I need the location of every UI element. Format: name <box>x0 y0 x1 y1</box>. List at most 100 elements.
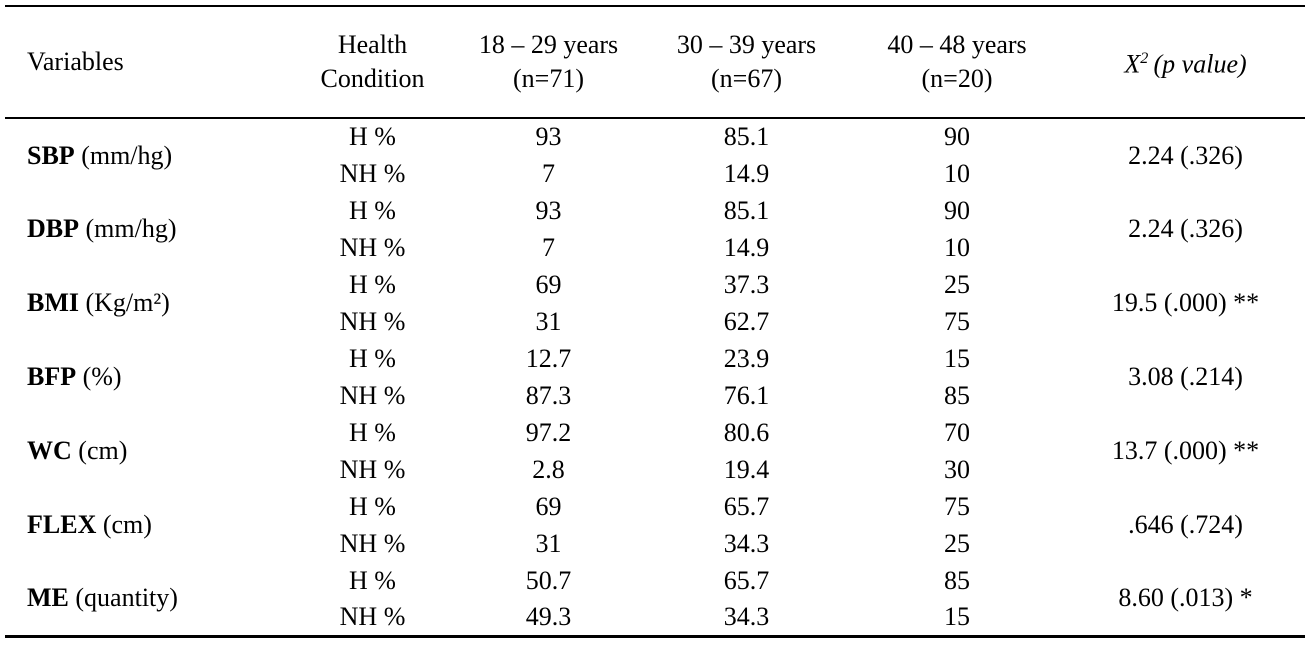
condition-label-h: H % <box>349 122 396 151</box>
h-percent-value: 23.9 <box>723 343 770 373</box>
variable-abbr: BFP <box>27 362 77 391</box>
table-row-healthy: BMI (Kg/m²) H % 69 37.3 25 19.5 (.000) ** <box>5 266 1305 316</box>
nh-percent-value: 49.3 <box>525 601 572 631</box>
table-row-not-healthy: NH % 7 14.9 10 <box>5 155 1305 192</box>
table-row-healthy: WC (cm) H % 97.2 80.6 70 13.7 (.000) ** <box>5 414 1305 464</box>
h-percent-value: 90 <box>944 122 970 151</box>
h-percent-value: 85.1 <box>723 195 770 225</box>
condition-label-nh: NH % <box>339 454 406 484</box>
nh-percent-value: 31 <box>535 528 562 558</box>
h-percent-value: 93 <box>535 195 562 225</box>
nh-percent-value: 75 <box>944 306 970 336</box>
h-percent-value: 85 <box>944 565 970 595</box>
h-percent-value: 65.7 <box>723 491 770 521</box>
h-percent-value: 50.7 <box>525 565 572 595</box>
chi-square-value: 8.60 (.013) * <box>1118 583 1253 613</box>
statistics-table: Variables Health Condition 18 – 29 years… <box>5 5 1305 638</box>
age-n-label: (n=71) <box>513 64 584 93</box>
chi-square-value: 2.24 (.326) <box>1128 214 1243 243</box>
nh-percent-value: 7 <box>542 158 555 188</box>
nh-percent-value: 34.3 <box>723 601 770 631</box>
table-header: Variables Health Condition 18 – 29 years… <box>5 6 1305 119</box>
age-n-label: (n=20) <box>921 64 993 93</box>
variable-unit: (%) <box>76 362 122 391</box>
header-health-line2: Condition <box>320 64 425 93</box>
variable-abbr: DBP <box>27 214 79 243</box>
table-row-not-healthy: NH % 49.3 34.3 15 <box>5 599 1305 636</box>
nh-percent-value: 15 <box>944 601 970 631</box>
nh-percent-value: 62.7 <box>723 306 770 336</box>
condition-label-h: H % <box>349 417 396 447</box>
nh-percent-value: 76.1 <box>723 380 770 410</box>
condition-label-nh: NH % <box>339 158 406 188</box>
table-row-not-healthy: NH % 87.3 76.1 85 <box>5 377 1305 414</box>
h-percent-value: 70 <box>944 417 970 447</box>
variable-unit: (Kg/m²) <box>79 288 170 317</box>
variable-abbr: ME <box>27 583 69 613</box>
nh-percent-value: 31 <box>535 306 562 336</box>
nh-percent-value: 30 <box>944 454 970 484</box>
nh-percent-value: 10 <box>944 232 970 262</box>
variable-cell: DBP (mm/hg) <box>5 192 293 266</box>
variable-abbr: SBP <box>27 140 75 170</box>
condition-label-nh: NH % <box>339 528 406 558</box>
h-percent-value: 85.1 <box>723 122 770 151</box>
variable-abbr: WC <box>27 436 72 465</box>
paper-table-figure: Variables Health Condition 18 – 29 years… <box>0 5 1310 638</box>
variable-unit: (mm/hg) <box>74 140 173 170</box>
condition-label-nh: NH % <box>339 601 406 631</box>
chi-square-value: 3.08 (.214) <box>1128 362 1243 391</box>
header-age-group-30-39: 30 – 39 years (n=67) <box>645 6 848 119</box>
condition-label-nh: NH % <box>339 306 406 336</box>
variable-cell: BFP (%) <box>5 340 293 414</box>
nh-percent-value: 2.8 <box>532 454 565 484</box>
nh-percent-value: 85 <box>944 380 970 410</box>
table-row-healthy: DBP (mm/hg) H % 93 85.1 90 2.24 (.326) <box>5 192 1305 242</box>
chi-superscript: 2 <box>1140 50 1149 68</box>
variable-cell: ME (quantity) <box>5 562 293 636</box>
table-row-healthy: ME (quantity) H % 50.7 65.7 85 8.60 (.013) * <box>5 562 1305 611</box>
h-percent-value: 12.7 <box>525 343 572 373</box>
variable-abbr: BMI <box>27 288 79 317</box>
age-range-label: 40 – 48 years <box>887 30 1027 59</box>
table-row-healthy: BFP (%) H % 12.7 23.9 15 3.08 (.214) <box>5 340 1305 390</box>
h-percent-value: 37.3 <box>723 269 770 299</box>
condition-label-nh: NH % <box>339 380 406 410</box>
nh-percent-value: 10 <box>944 158 970 188</box>
h-percent-value: 69 <box>535 491 562 521</box>
condition-label-nh: NH % <box>339 232 406 262</box>
table-row-healthy: FLEX (cm) H % 69 65.7 75 .646 (.724) <box>5 488 1305 538</box>
variable-cell: BMI (Kg/m²) <box>5 266 293 340</box>
h-percent-value: 15 <box>944 343 970 373</box>
variable-abbr: FLEX <box>27 510 97 539</box>
table-row-not-healthy: NH % 31 62.7 75 <box>5 303 1305 340</box>
h-percent-value: 65.7 <box>723 565 770 595</box>
nh-percent-value: 14.9 <box>723 158 770 188</box>
table-row-not-healthy: NH % 31 34.3 25 <box>5 525 1305 562</box>
condition-label-h: H % <box>349 195 396 225</box>
condition-label-h: H % <box>349 343 396 373</box>
chi-square-value: 13.7 (.000) ** <box>1111 436 1260 465</box>
chi-square-value: .646 (.724) <box>1128 510 1243 539</box>
header-variables-label: Variables <box>27 47 124 76</box>
nh-percent-value: 19.4 <box>723 454 770 484</box>
condition-label-h: H % <box>349 491 396 521</box>
h-percent-value: 93 <box>535 122 562 151</box>
age-range-label: 30 – 39 years <box>676 30 817 59</box>
h-percent-value: 75 <box>944 491 970 521</box>
variable-unit: (mm/hg) <box>79 214 177 243</box>
h-percent-value: 69 <box>535 269 562 299</box>
table-row-not-healthy: NH % 7 14.9 10 <box>5 229 1305 266</box>
table-row-healthy: SBP (mm/hg) H % 93 85.1 90 2.24 (.326) <box>5 118 1305 169</box>
nh-percent-value: 25 <box>944 528 970 558</box>
variable-cell: SBP (mm/hg) <box>5 118 293 192</box>
table-row-not-healthy: NH % 2.8 19.4 30 <box>5 451 1305 488</box>
condition-label-h: H % <box>349 565 396 595</box>
age-n-label: (n=67) <box>711 64 782 93</box>
nh-percent-value: 87.3 <box>525 380 572 410</box>
table-body: SBP (mm/hg) H % 93 85.1 90 2.24 (.326) NH % 7 14… <box>5 118 1305 636</box>
age-range-label: 18 – 29 years <box>478 30 619 59</box>
variable-unit: (cm) <box>96 510 152 539</box>
header-chi-square: X2 (p value) <box>1066 6 1305 119</box>
variable-cell: FLEX (cm) <box>5 488 293 562</box>
